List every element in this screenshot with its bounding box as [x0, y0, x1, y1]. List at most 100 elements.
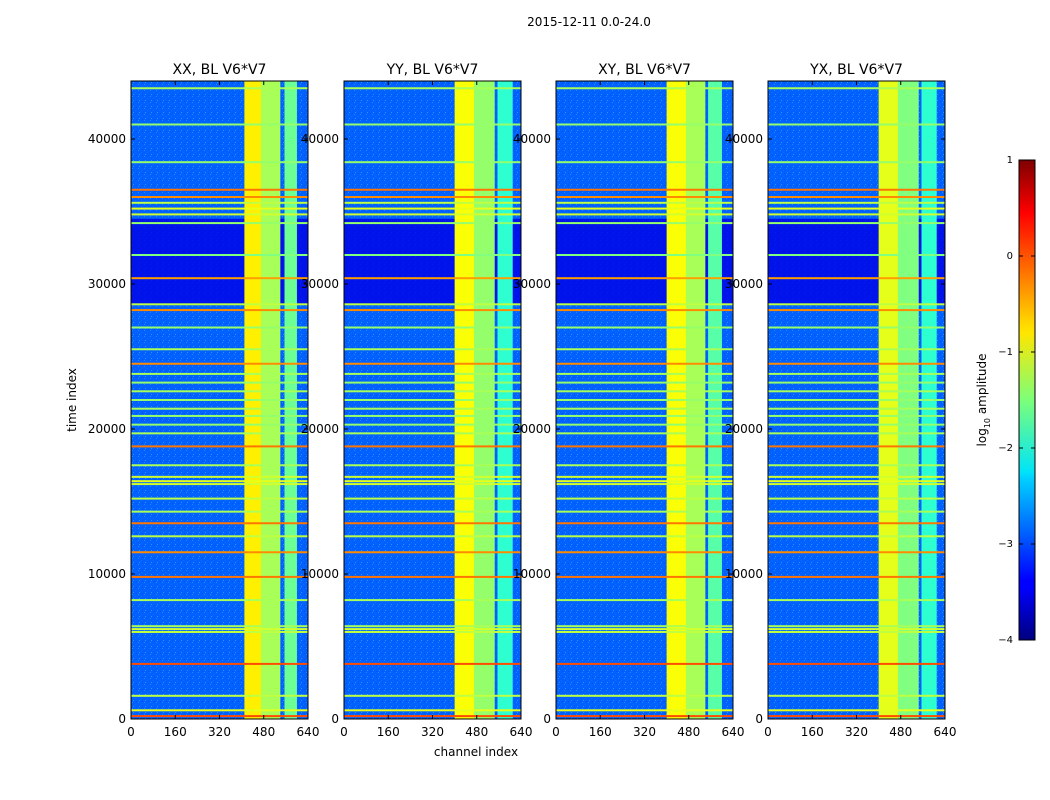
time-flag-line — [344, 161, 521, 164]
time-flag-line — [131, 381, 308, 384]
y-tick-label: 20000 — [301, 422, 339, 436]
time-flag-line — [556, 201, 733, 204]
time-flag-line — [768, 662, 945, 665]
time-flag-line — [768, 123, 945, 126]
y-tick-label: 0 — [543, 712, 551, 726]
time-flag-line — [131, 207, 308, 210]
time-flag-line — [556, 188, 733, 191]
time-flag-line — [768, 254, 945, 256]
x-tick-label: 320 — [421, 725, 444, 739]
y-tick-label: 40000 — [301, 132, 339, 146]
time-flag-line — [131, 123, 308, 126]
colorbar-tick-label: −1 — [998, 347, 1013, 358]
time-flag-line — [131, 254, 308, 256]
time-flag-line — [131, 475, 308, 478]
panel-3: XY, BL V6*V7 0 160 320 480 640 0 10000 20000 3000… — [513, 62, 745, 739]
x-tick-label: 320 — [845, 725, 868, 739]
time-flag-line — [556, 414, 733, 417]
time-flag-line — [344, 551, 521, 554]
x-tick-label: 640 — [510, 725, 533, 739]
time-flag-line — [131, 631, 308, 633]
panel-title: YY, BL V6*V7 — [386, 62, 479, 78]
y-tick-label: 10000 — [88, 567, 126, 581]
time-flag-line — [344, 309, 521, 312]
time-flag-line — [556, 277, 733, 280]
time-flag-line — [768, 535, 945, 538]
time-flag-line — [768, 464, 945, 467]
time-flag-line — [768, 207, 945, 210]
time-flag-line — [344, 326, 521, 329]
x-tick-label: 0 — [552, 725, 560, 739]
colorbar-axis-label: log10 amplitude — [975, 354, 992, 447]
time-flag-line — [556, 694, 733, 697]
time-flag-line — [344, 196, 521, 198]
time-flag-line — [131, 575, 308, 578]
time-flag-line — [556, 628, 733, 631]
colorbar-gradient — [1018, 159, 1036, 641]
time-flag-line — [768, 309, 945, 312]
time-flag-line — [556, 480, 733, 483]
time-flag-line — [768, 423, 945, 426]
time-flag-line — [344, 575, 521, 578]
x-tick-label: 480 — [252, 725, 275, 739]
time-flag-line — [131, 372, 308, 375]
time-flag-line — [556, 309, 733, 312]
time-flag-line — [344, 303, 521, 306]
time-flag-line — [131, 326, 308, 329]
time-flag-line — [344, 254, 521, 256]
time-flag-line — [556, 254, 733, 256]
x-tick-label: 640 — [934, 725, 957, 739]
x-tick-label: 160 — [377, 725, 400, 739]
panel-4: YX, BL V6*V7 0 160 320 480 640 0 10000 20000 3000… — [725, 62, 957, 739]
colorbar: 10−1−2−3−4 log10 amplitude — [975, 155, 1036, 646]
time-flag-line — [131, 551, 308, 554]
time-flag-line — [556, 522, 733, 525]
x-tick-label: 160 — [801, 725, 824, 739]
time-flag-line — [344, 475, 521, 478]
time-flag-line — [344, 510, 521, 513]
time-flag-line — [344, 87, 521, 90]
time-flag-line — [131, 445, 308, 448]
time-flag-line — [131, 196, 308, 198]
time-flag-line — [556, 213, 733, 216]
y-tick-label: 30000 — [301, 277, 339, 291]
time-flag-line — [768, 628, 945, 631]
colorbar-label-subscript: 10 — [983, 418, 992, 428]
time-flag-line — [556, 372, 733, 375]
y-axis-label: time index — [65, 368, 79, 432]
y-tick-label: 10000 — [301, 567, 339, 581]
time-flag-line — [131, 390, 308, 393]
y-tick-label: 0 — [331, 712, 339, 726]
time-flag-line — [131, 535, 308, 538]
time-flag-line — [556, 390, 733, 393]
panel-title: XY, BL V6*V7 — [598, 62, 691, 78]
time-flag-line — [556, 625, 733, 628]
time-flag-line — [344, 483, 521, 486]
colorbar-label-log: log — [975, 428, 989, 446]
time-flag-line — [768, 709, 945, 712]
time-flag-line — [556, 407, 733, 410]
panel-quiet-region — [556, 218, 733, 305]
time-flag-line — [556, 497, 733, 500]
time-flag-line — [344, 432, 521, 435]
time-flag-line — [556, 207, 733, 210]
time-flag-line — [768, 575, 945, 578]
y-tick-label: 40000 — [725, 132, 763, 146]
colorbar-label-suffix: amplitude — [975, 354, 989, 418]
time-flag-line — [556, 87, 733, 90]
time-flag-line — [344, 480, 521, 483]
time-flag-line — [131, 87, 308, 90]
time-flag-line — [768, 213, 945, 216]
time-flag-line — [131, 407, 308, 410]
x-tick-label: 640 — [297, 725, 320, 739]
time-flag-line — [131, 464, 308, 467]
time-flag-line — [131, 414, 308, 417]
figure-suptitle: 2015-12-11 0.0-24.0 — [527, 15, 651, 29]
time-flag-line — [556, 222, 733, 225]
y-tick-label: 30000 — [88, 277, 126, 291]
time-flag-line — [768, 483, 945, 486]
time-flag-line — [344, 631, 521, 633]
time-flag-line — [344, 123, 521, 126]
time-flag-line — [768, 399, 945, 401]
